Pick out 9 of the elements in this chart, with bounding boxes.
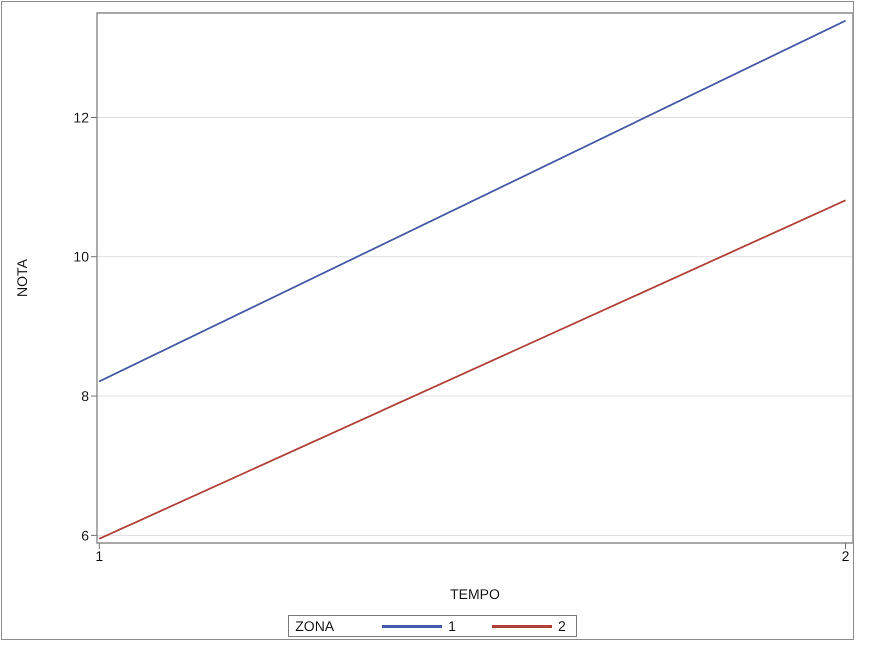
legend-label: 2 — [558, 618, 566, 634]
y-tick-label: 10 — [73, 248, 90, 265]
y-tick-label: 6 — [81, 527, 90, 544]
y-axis-title: NOTA — [14, 258, 30, 297]
y-tick-label: 12 — [73, 109, 90, 126]
x-axis-title: TEMPO — [450, 586, 500, 602]
y-tick-label: 8 — [81, 388, 90, 404]
legend-label: 1 — [448, 618, 456, 634]
legend-title: ZONA — [295, 618, 334, 634]
